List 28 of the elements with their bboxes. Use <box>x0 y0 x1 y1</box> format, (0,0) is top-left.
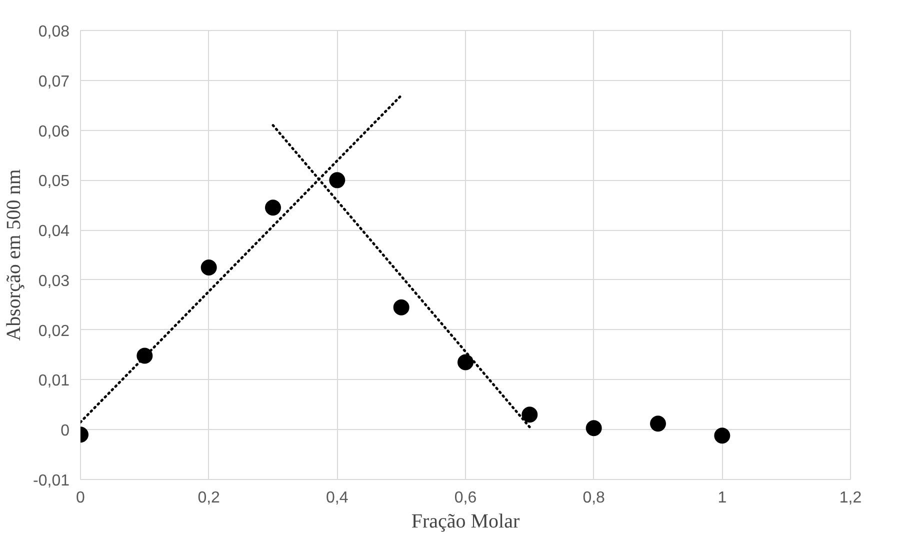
y-tick-label: 0,02 <box>38 322 70 340</box>
y-tick-label: 0 <box>60 422 70 440</box>
x-tick-label: 0,2 <box>198 490 220 506</box>
x-tick-label: 0,6 <box>454 490 477 506</box>
y-axis-title: Absorção em 500 nm <box>3 168 26 341</box>
x-tick-label: 0,8 <box>582 490 606 506</box>
x-axis-title: Fração Molar <box>411 510 520 532</box>
point <box>586 420 602 436</box>
x-tick-label: 0 <box>76 490 86 506</box>
y-tick-label: -0,01 <box>33 472 70 490</box>
y-tick-label: 0,01 <box>38 372 70 390</box>
point <box>200 259 217 276</box>
y-tick-label: 0,06 <box>38 123 70 140</box>
y-tick-label: 0,04 <box>38 223 70 240</box>
x-tick-label: 1,2 <box>839 490 862 506</box>
y-tick-label: 0,07 <box>38 73 70 90</box>
point <box>265 200 281 216</box>
x-tick-label: 1 <box>718 490 727 506</box>
y-tick-label: 0,05 <box>38 173 70 190</box>
y-tick-label: 0,08 <box>38 24 70 40</box>
point <box>458 354 474 370</box>
point <box>522 406 538 423</box>
x-tick-label: 0,4 <box>326 490 348 506</box>
point <box>329 172 346 188</box>
point <box>650 416 666 432</box>
point <box>393 299 410 316</box>
point <box>714 428 730 444</box>
y-tick-label: 0,03 <box>38 272 70 290</box>
